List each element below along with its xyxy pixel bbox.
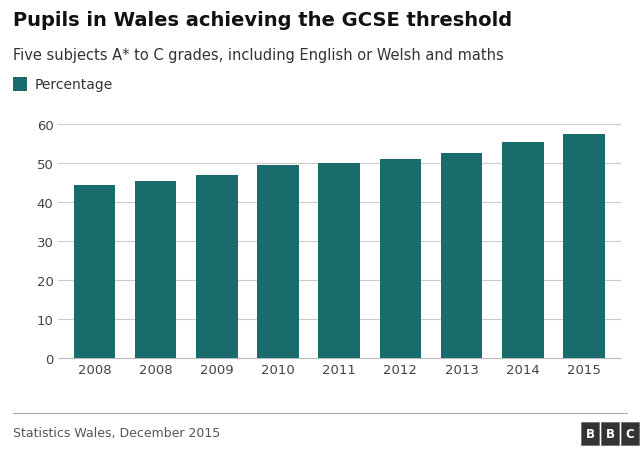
Bar <box>502 143 543 358</box>
Bar <box>257 166 299 358</box>
Text: Five subjects A* to C grades, including English or Welsh and maths: Five subjects A* to C grades, including … <box>13 48 504 63</box>
Bar <box>135 181 177 358</box>
Bar <box>74 185 115 358</box>
Text: Percentage: Percentage <box>35 78 113 92</box>
Text: C: C <box>625 427 634 440</box>
Bar <box>441 154 483 358</box>
Bar <box>196 175 237 358</box>
Text: B: B <box>586 427 595 440</box>
Text: B: B <box>605 427 614 440</box>
Text: Pupils in Wales achieving the GCSE threshold: Pupils in Wales achieving the GCSE thres… <box>13 11 512 30</box>
Bar <box>563 134 605 358</box>
Bar <box>380 160 421 358</box>
Bar <box>318 163 360 358</box>
Text: Statistics Wales, December 2015: Statistics Wales, December 2015 <box>13 426 220 439</box>
